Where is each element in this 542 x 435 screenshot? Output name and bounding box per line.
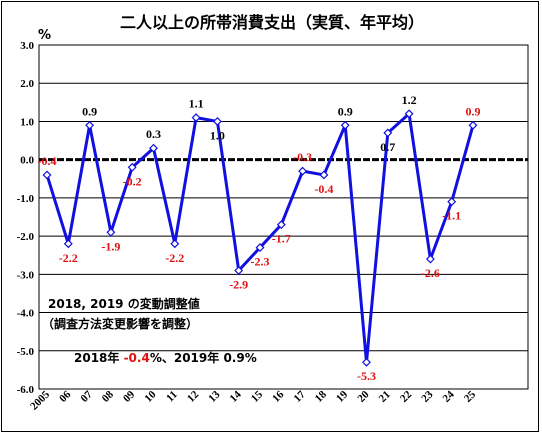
data-point	[63, 239, 73, 249]
data-point	[276, 220, 286, 230]
note-line-2: （調査方法変更影響を調整）	[42, 316, 198, 331]
y-tick-label: -1.0	[17, 193, 35, 205]
data-label: -1.9	[101, 239, 120, 253]
note-suffix: %	[245, 351, 257, 365]
x-tick-label: 15	[249, 388, 266, 405]
data-label: 0.9	[466, 104, 481, 118]
x-tick-label: 09	[121, 388, 138, 405]
y-tick-label: -4.0	[17, 308, 35, 320]
x-tick-label: 11	[164, 389, 180, 405]
data-point	[170, 239, 180, 249]
data-point	[85, 120, 95, 130]
data-point	[234, 266, 244, 275]
data-label: 0.3	[146, 127, 161, 141]
x-tick-label: 16	[270, 388, 287, 405]
x-tick-label: 22	[398, 388, 415, 405]
data-point	[425, 254, 435, 264]
x-tick-label: 10	[142, 388, 159, 405]
series-layer	[42, 109, 478, 367]
data-label: -2.2	[165, 251, 184, 265]
x-tick-label: 24	[441, 388, 458, 405]
data-label: -2.6	[421, 266, 440, 280]
x-tick-label: 08	[100, 388, 117, 405]
data-label: 0.9	[338, 104, 353, 118]
data-label: 0.7	[380, 140, 395, 154]
x-tick-label: 06	[57, 388, 74, 405]
x-tick-label: 12	[185, 388, 202, 405]
y-tick-label: 3.0	[20, 40, 34, 52]
data-label: 1.2	[402, 93, 417, 107]
data-label: -0.2	[123, 174, 142, 188]
data-label: -1.7	[272, 232, 291, 246]
data-point	[191, 113, 201, 123]
x-tick-label: 21	[377, 389, 393, 405]
note-value-2019: 0.9	[223, 351, 244, 365]
note-prefix: 2018年	[74, 350, 124, 365]
data-point	[340, 120, 350, 130]
data-point	[149, 143, 158, 153]
x-tick-label: 14	[228, 388, 245, 405]
data-label: -0.4	[314, 182, 333, 196]
y-tick-label: -6.0	[17, 384, 35, 396]
y-tick-label: -2.0	[17, 231, 35, 243]
data-label: -0.4	[38, 154, 57, 168]
data-label: -1.1	[442, 209, 461, 223]
note-line-1: 2018, 2019 の変動調整値	[48, 296, 200, 311]
x-tick-label: 25	[462, 388, 479, 405]
data-label: 0.9	[82, 104, 97, 118]
data-point	[468, 120, 478, 130]
x-tick-label: 17	[291, 388, 308, 405]
adjustment-note: 2018, 2019 の変動調整値 （調査方法変更影響を調整） 2018年 -0…	[42, 296, 257, 365]
data-point	[42, 170, 52, 180]
data-label: -2.9	[229, 278, 248, 292]
data-label: 1.0	[210, 128, 225, 142]
data-point	[383, 128, 393, 138]
data-labels: -0.4 -2.2 0.9 -1.9 -0.2 0.3 -2.2 1.1 1.0 -2.9-2.3…	[38, 93, 481, 383]
y-tick-label: 0.0	[20, 155, 34, 167]
x-tick-label: 23	[419, 388, 436, 405]
x-tick-label: 13	[206, 388, 223, 405]
data-label: 1.1	[189, 97, 204, 111]
note-mid: %、2019年	[150, 350, 224, 365]
plot-area-border	[38, 44, 529, 390]
x-tick-label: 19	[334, 388, 351, 405]
note-value-2018: -0.4	[124, 351, 150, 365]
y-tick-label: -5.0	[17, 346, 35, 358]
data-point	[106, 227, 116, 237]
gridlines	[38, 44, 529, 390]
y-axis-ticks: 3.0 2.0 1.0 0.0 -1.0 -2.0 -3.0 -4.0 -5.0 -6.0	[17, 40, 35, 396]
x-axis-ticks: 2005 06 07 08 09 10 11 12 13 14 15 16 17 18 19 20 21 22 23…	[28, 388, 478, 412]
y-tick-label: 1.0	[20, 116, 34, 128]
data-label: -2.2	[59, 251, 78, 265]
data-label: -5.3	[357, 369, 376, 383]
x-tick-label: 18	[313, 388, 330, 405]
chart-title: 二人以上の所帯消費支出（実質、年平均）	[120, 13, 424, 32]
y-tick-label: -3.0	[17, 269, 35, 281]
data-point	[319, 170, 329, 180]
data-point	[447, 197, 457, 207]
data-point	[298, 166, 308, 176]
data-point	[127, 162, 137, 172]
note-line-3: 2018年 -0.4%、2019年 0.9%	[74, 350, 257, 365]
data-label: -0.3	[293, 150, 312, 164]
data-point	[212, 116, 222, 126]
data-label: -2.3	[251, 255, 270, 269]
data-point	[362, 357, 371, 367]
data-point	[404, 109, 414, 119]
data-point	[255, 243, 265, 253]
x-tick-label: 07	[78, 388, 95, 405]
x-tick-label: 20	[355, 388, 372, 405]
y-tick-label: 2.0	[20, 78, 34, 90]
unit-label: %	[38, 28, 51, 43]
